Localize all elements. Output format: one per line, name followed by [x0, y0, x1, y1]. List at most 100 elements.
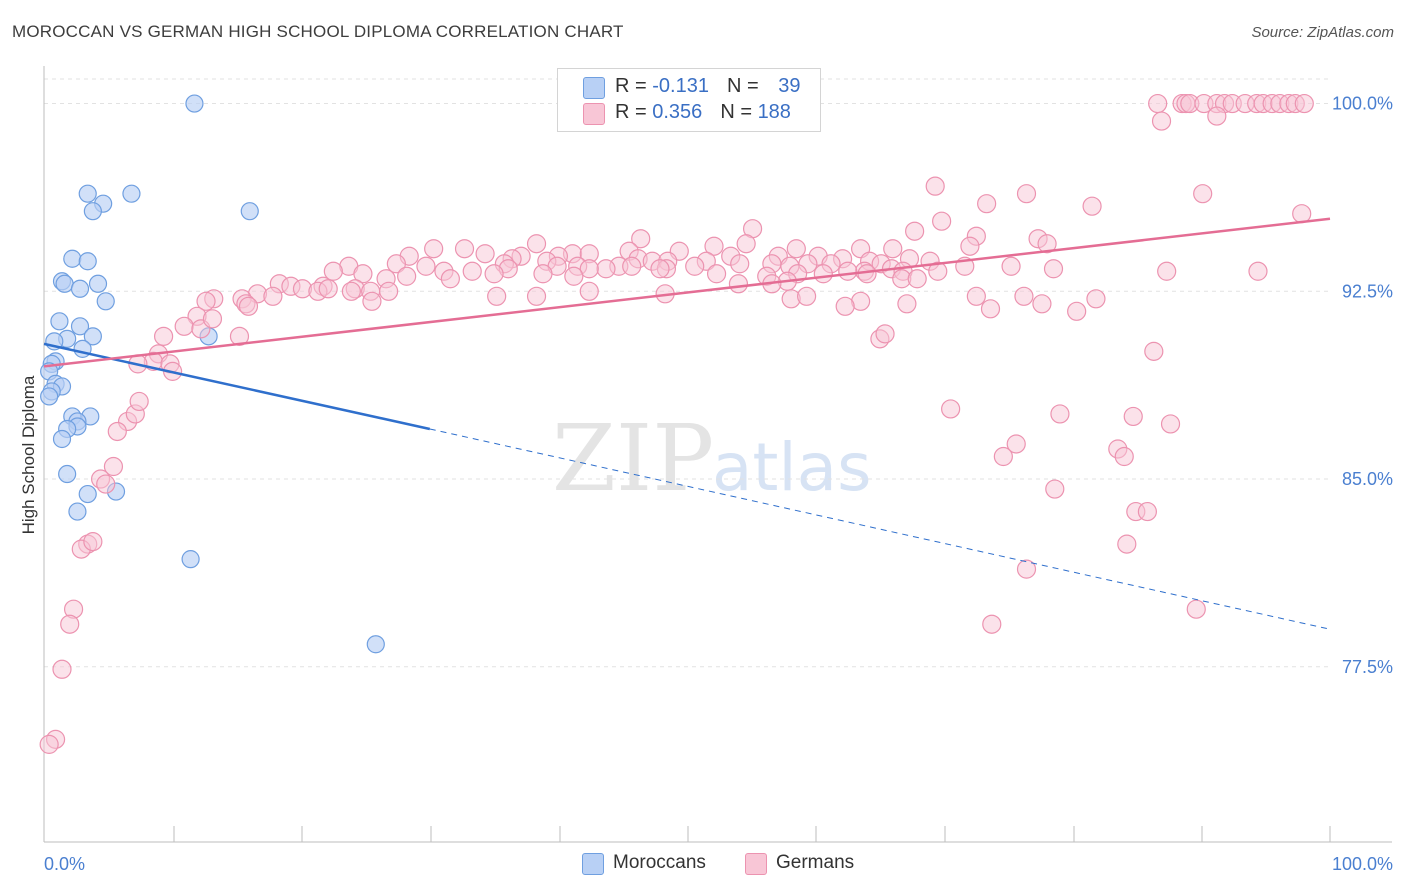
moroccans-swatch — [583, 77, 605, 99]
moroccans-trend-line — [43, 342, 431, 431]
german-point-147 — [153, 326, 174, 346]
german-point-82 — [685, 256, 705, 276]
german-point-99 — [440, 269, 460, 289]
german-point-20 — [1193, 184, 1213, 204]
german-point-187 — [1006, 434, 1026, 454]
german-point-127 — [362, 291, 382, 311]
german-point-143 — [1067, 301, 1087, 321]
german-point-130 — [579, 281, 599, 301]
trend-lines — [43, 217, 1331, 630]
german-point-35 — [883, 239, 903, 259]
watermark-zip: ZIP — [552, 405, 714, 512]
german-point-184 — [52, 659, 72, 679]
german-point-158 — [941, 399, 961, 419]
german-point-148 — [202, 309, 223, 329]
moroccan-point-15 — [83, 327, 102, 346]
germans-n-value: 188 — [757, 101, 791, 123]
moroccan-point-34 — [78, 484, 97, 504]
german-point-150 — [875, 324, 895, 344]
y-tick-label-3: 100.0% — [1332, 94, 1393, 114]
moroccan-point-38 — [366, 635, 385, 654]
german-point-140 — [835, 296, 855, 316]
german-point-18 — [925, 176, 945, 196]
moroccan-point-33 — [58, 464, 77, 484]
german-point-25 — [905, 221, 925, 241]
german-point-75 — [386, 254, 406, 274]
moroccan-point-1 — [78, 184, 97, 203]
grid-lines — [44, 78, 1330, 668]
german-point-182 — [982, 614, 1002, 634]
german-point-108 — [728, 274, 749, 294]
chart-title: MOROCCAN VS GERMAN HIGH SCHOOL DIPLOMA C… — [12, 22, 624, 41]
german-point-141 — [980, 299, 1001, 319]
moroccans-points — [40, 94, 385, 654]
german-point-176 — [83, 532, 103, 552]
german-point-101 — [533, 264, 553, 284]
german-point-50 — [475, 244, 495, 264]
y-tick-label-1: 85.0% — [1342, 469, 1393, 489]
moroccan-point-6 — [63, 249, 82, 268]
german-point-28 — [631, 229, 651, 249]
german-point-183 — [1186, 599, 1206, 619]
moroccan-point-5 — [240, 202, 259, 221]
german-point-94 — [838, 261, 858, 281]
germans-points — [39, 93, 1314, 754]
correlation-legend: R = -0.131 N = 39 R = 0.356 N = 188 — [557, 68, 821, 132]
legend-text-germans: R = 0.356 N = 188 — [615, 101, 791, 123]
german-point-102 — [564, 266, 584, 286]
german-point-167 — [103, 456, 124, 477]
y-tick-labels: 77.5% 85.0% 92.5% 100.0% — [1332, 94, 1393, 677]
german-point-145 — [174, 316, 194, 336]
german-point-139 — [796, 286, 817, 306]
german-point-19 — [1016, 184, 1037, 204]
moroccan-point-4 — [83, 202, 102, 221]
german-point-91 — [1248, 261, 1268, 281]
german-point-160 — [1123, 406, 1143, 427]
german-point-161 — [1160, 414, 1181, 434]
germans-trend-line — [43, 217, 1331, 368]
moroccan-point-0 — [185, 94, 204, 113]
germans-legend-label: Germans — [776, 852, 855, 873]
german-point-21 — [977, 194, 997, 214]
watermark-atlas: atlas — [712, 429, 872, 506]
axes — [43, 66, 1392, 843]
moroccan-point-37 — [181, 550, 200, 569]
moroccan-point-36 — [68, 502, 87, 521]
german-point-118 — [341, 281, 361, 301]
germans-r-value: 0.356 — [652, 101, 703, 123]
moroccan-point-32 — [52, 429, 72, 449]
germans-swatch — [583, 103, 605, 125]
german-point-79 — [579, 259, 599, 279]
german-point-103 — [706, 264, 727, 284]
german-point-159 — [1050, 404, 1070, 424]
moroccan-point-2 — [122, 184, 141, 203]
german-point-98 — [397, 266, 417, 286]
german-point-134 — [897, 294, 917, 314]
german-point-178 — [1117, 534, 1137, 554]
german-point-107 — [907, 269, 927, 289]
germans-legend-swatch — [745, 853, 767, 875]
german-point-0 — [1148, 93, 1168, 114]
moroccan-point-26 — [40, 387, 59, 406]
moroccan-point-14 — [70, 317, 90, 336]
german-point-123 — [263, 286, 283, 306]
german-point-87 — [928, 261, 948, 281]
german-point-22 — [1082, 196, 1102, 216]
y-tick-label-2: 92.5% — [1342, 281, 1393, 301]
german-point-128 — [487, 286, 507, 306]
german-point-93 — [813, 264, 833, 284]
moroccan-point-13 — [50, 312, 69, 331]
german-point-16 — [1151, 111, 1172, 131]
x-tick-labels: 0.0% 100.0% — [44, 854, 1393, 874]
german-point-129 — [526, 286, 547, 306]
x-tick-label-min: 0.0% — [44, 854, 85, 874]
german-point-144 — [1086, 289, 1106, 309]
moroccans-n-value: 39 — [778, 75, 801, 97]
german-point-172 — [1045, 479, 1065, 499]
german-point-165 — [107, 421, 127, 442]
german-point-169 — [993, 446, 1013, 467]
german-point-138 — [238, 296, 259, 316]
german-point-33 — [786, 239, 806, 259]
german-point-97 — [353, 264, 373, 284]
